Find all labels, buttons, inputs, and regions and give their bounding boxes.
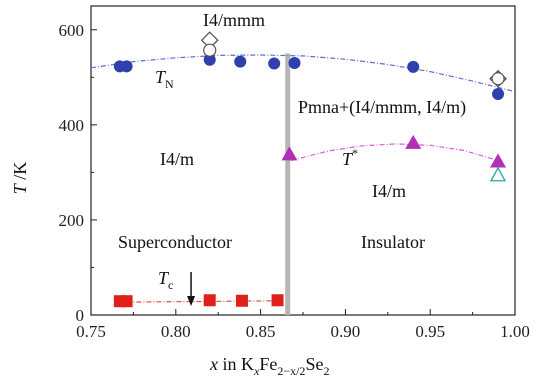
y-tick-label: 200	[59, 211, 85, 230]
tc-arrow-head	[187, 296, 196, 306]
series-label-tstar: T*	[342, 146, 358, 169]
label-pmna: Pmna+(I4/mmm, I4/m)	[298, 97, 466, 118]
point-t-	[281, 146, 298, 161]
x-tick-label: 0.85	[246, 322, 276, 341]
point-tn	[492, 87, 505, 100]
point-tn	[407, 60, 420, 73]
point-tc	[120, 295, 133, 308]
fit-line-Tstar-fit	[290, 143, 499, 162]
point-tc	[271, 294, 284, 307]
plot-frame	[90, 5, 516, 316]
label-i4m-right: I4/m	[372, 181, 406, 201]
point-open-circle	[491, 72, 505, 86]
label-i4m-left: I4/m	[160, 149, 194, 169]
x-tick-label: 0.80	[161, 322, 191, 341]
x-tick-label: 1.00	[500, 322, 530, 341]
x-tick-label: 0.95	[415, 322, 445, 341]
series-label-tc: Tc	[158, 268, 173, 292]
point-open-triangle	[489, 166, 507, 182]
label-i4mmm: I4/mmm	[203, 10, 265, 30]
point-t-	[405, 134, 422, 149]
point-tn	[203, 53, 216, 66]
point-t-	[490, 153, 507, 168]
x-tick-label: 0.75	[76, 322, 106, 341]
point-tc	[203, 294, 216, 307]
point-tn	[234, 55, 247, 68]
label-superconductor: Superconductor	[118, 232, 232, 252]
y-tick-label: 400	[59, 116, 85, 135]
point-tn	[288, 57, 301, 70]
label-insulator: Insulator	[361, 232, 425, 252]
y-axis-label: T /K	[10, 162, 30, 195]
point-tn	[120, 60, 133, 73]
point-tn	[268, 57, 281, 70]
x-axis-label: x in KxFe2−x/2Se2	[209, 354, 329, 378]
point-tc	[235, 294, 248, 307]
fit-line-TN-fit	[90, 54, 516, 93]
y-tick-label: 0	[76, 306, 85, 325]
series-label-tn: TN	[155, 67, 174, 91]
y-tick-label: 600	[59, 21, 85, 40]
x-tick-label: 0.90	[331, 322, 361, 341]
fit-line-Tc-fit	[116, 300, 282, 303]
point-open-circle	[203, 43, 217, 57]
